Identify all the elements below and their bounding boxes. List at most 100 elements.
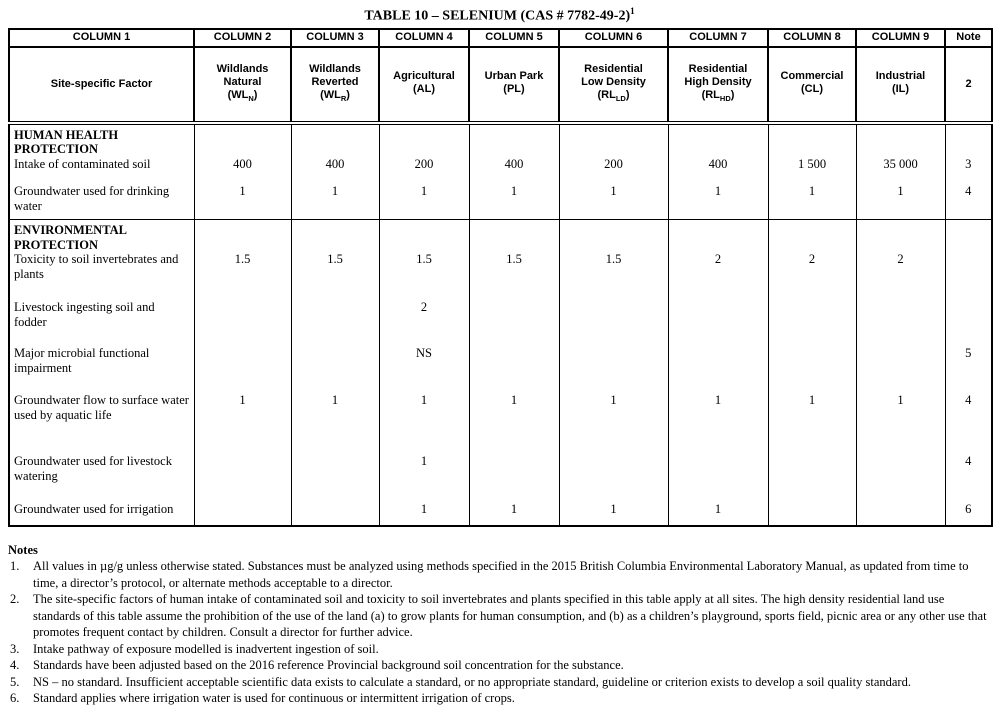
standard-value-cell: 1.5 bbox=[378, 252, 470, 282]
factor-row: Groundwater flow to surface water used b… bbox=[8, 375, 993, 423]
standard-value-cell bbox=[468, 422, 560, 484]
column-header: COLUMN 8 bbox=[767, 27, 857, 48]
note-text: NS – no standard. Insufficient acceptabl… bbox=[33, 674, 911, 689]
land-use-name-line: High Density bbox=[684, 76, 752, 89]
standard-value-cell: 1 bbox=[290, 375, 380, 423]
notes-heading: Notes bbox=[8, 542, 38, 557]
factor-row: Groundwater used for irrigation 1 1 1 1 6 bbox=[8, 483, 993, 526]
standard-value-cell bbox=[290, 329, 380, 376]
standard-value-cell bbox=[193, 281, 292, 330]
note-number: 5. bbox=[10, 674, 20, 689]
land-use-name: Industrial bbox=[859, 70, 942, 83]
note-number: 6. bbox=[10, 691, 20, 706]
standard-value-cell bbox=[193, 422, 292, 484]
note-text: Standard applies where irrigation water … bbox=[33, 691, 515, 706]
land-use-name-line: Residential bbox=[584, 63, 643, 76]
standard-value-cell: 1 bbox=[378, 483, 470, 526]
land-use-abbr-code: RL bbox=[705, 89, 720, 102]
land-use-abbreviation: (IL) bbox=[891, 82, 910, 95]
standard-value-cell: 1 bbox=[468, 483, 560, 526]
empty-cell bbox=[290, 219, 380, 253]
factor-row: Groundwater used for livestock watering 1… bbox=[8, 422, 993, 484]
empty-cell bbox=[558, 219, 669, 253]
column-header: COLUMN 6 bbox=[558, 27, 669, 48]
land-use-name-line: Residential bbox=[688, 63, 748, 76]
land-use-name-line: Wildlands bbox=[216, 63, 269, 76]
note-number: 3. bbox=[10, 641, 20, 656]
standard-value-cell: 1.5 bbox=[290, 252, 380, 282]
factor-label-cell: Intake of contaminated soil bbox=[8, 156, 195, 172]
land-use-name: Urban Park bbox=[472, 70, 556, 83]
factor-label-cell: Groundwater used for livestock watering bbox=[8, 422, 195, 484]
land-use-name-line: Industrial bbox=[875, 69, 926, 82]
note-number: 1. bbox=[10, 559, 20, 574]
section-heading-row: HUMAN HEALTH PROTECTION bbox=[8, 122, 993, 157]
standard-value-cell: 1 bbox=[378, 375, 470, 423]
standard-value-cell: 1 500 bbox=[767, 156, 857, 172]
standard-value-cell bbox=[558, 281, 669, 330]
land-use-header: Agricultural (AL) bbox=[378, 45, 470, 125]
note-text: All values in µg/g unless otherwise stat… bbox=[33, 559, 969, 590]
standard-value-cell bbox=[767, 422, 857, 484]
note-ref-cell: 4 bbox=[944, 171, 993, 220]
empty-cell bbox=[667, 122, 769, 157]
standard-value-cell bbox=[855, 422, 946, 484]
standard-value-cell bbox=[558, 422, 669, 484]
land-use-abbr-code: AL bbox=[416, 82, 432, 95]
empty-cell bbox=[767, 219, 857, 253]
standard-value-cell: 1 bbox=[378, 171, 470, 220]
standard-value-cell bbox=[767, 483, 857, 526]
column-header: COLUMN 9 bbox=[855, 27, 946, 48]
note-ref-cell: 5 bbox=[944, 329, 993, 376]
empty-cell bbox=[468, 122, 560, 157]
section-heading-cell: ENVIRONMENTAL PROTECTION bbox=[8, 219, 195, 253]
standard-value-cell bbox=[667, 281, 769, 330]
standard-value-cell bbox=[855, 483, 946, 526]
land-use-name-line: Urban Park bbox=[484, 69, 544, 82]
land-use-name-line: Low Density bbox=[581, 76, 646, 89]
title-footnote-ref: 1 bbox=[630, 6, 635, 16]
empty-cell bbox=[378, 219, 470, 253]
standard-value-cell: 400 bbox=[468, 156, 560, 172]
land-use-name: Commercial bbox=[771, 70, 853, 83]
table-title-text: TABLE 10 – SELENIUM (CAS # 7782-49-2) bbox=[364, 8, 631, 24]
factor-label-cell: Livestock ingesting soil and fodder bbox=[8, 281, 195, 330]
factor-row: Intake of contaminated soil 400 400 200 400 2… bbox=[8, 156, 993, 172]
factor-header: Site-specific Factor bbox=[8, 45, 195, 125]
empty-cell bbox=[667, 219, 769, 253]
selenium-standards-table: COLUMN 1 COLUMN 2 COLUMN 3 COLUMN 4 COLUMN 5… bbox=[8, 27, 993, 527]
land-use-name: Residential Low Density bbox=[562, 63, 665, 89]
standard-value-cell: 200 bbox=[558, 156, 669, 172]
standard-value-cell bbox=[767, 329, 857, 376]
factor-label-cell: Toxicity to soil invertebrates and plant… bbox=[8, 252, 195, 282]
standard-value-cell bbox=[193, 329, 292, 376]
land-use-abbreviation: (CL) bbox=[800, 82, 823, 95]
land-use-name-line: Commercial bbox=[780, 69, 844, 82]
standard-value-cell: 2 bbox=[378, 281, 470, 330]
land-use-abbr-subscript: N bbox=[248, 94, 254, 104]
standard-value-cell bbox=[290, 422, 380, 484]
standard-value-cell: 1 bbox=[468, 171, 560, 220]
standard-value-cell: 1 bbox=[193, 171, 292, 220]
note-item: 4. Standards have been adjusted based on … bbox=[8, 657, 991, 674]
table-section: HUMAN HEALTH PROTECTION Intake of contami… bbox=[8, 122, 993, 220]
standard-value-cell: 2 bbox=[855, 252, 946, 282]
standard-value-cell bbox=[855, 329, 946, 376]
standard-value-cell: 1 bbox=[193, 375, 292, 423]
standard-value-cell: 1 bbox=[855, 375, 946, 423]
note-ref-cell: 4 bbox=[944, 422, 993, 484]
section-heading: HUMAN HEALTH PROTECTION bbox=[14, 127, 119, 157]
empty-cell bbox=[193, 122, 292, 157]
standard-value-cell: 1 bbox=[855, 171, 946, 220]
empty-cell bbox=[290, 122, 380, 157]
factor-label-cell: Groundwater used for drinking water bbox=[8, 171, 195, 220]
land-use-header: Commercial (CL) bbox=[767, 45, 857, 125]
note-text: Standards have been adjusted based on th… bbox=[33, 658, 624, 673]
page-title: TABLE 10 – SELENIUM (CAS # 7782-49-2)1 bbox=[8, 3, 991, 25]
land-use-abbr-code: WL bbox=[231, 89, 249, 102]
standard-value-cell: 1 bbox=[378, 422, 470, 484]
empty-cell bbox=[558, 122, 669, 157]
notes-list: 1. All values in µg/g unless otherwise st… bbox=[8, 558, 991, 707]
standard-value-cell: 1 bbox=[558, 171, 669, 220]
